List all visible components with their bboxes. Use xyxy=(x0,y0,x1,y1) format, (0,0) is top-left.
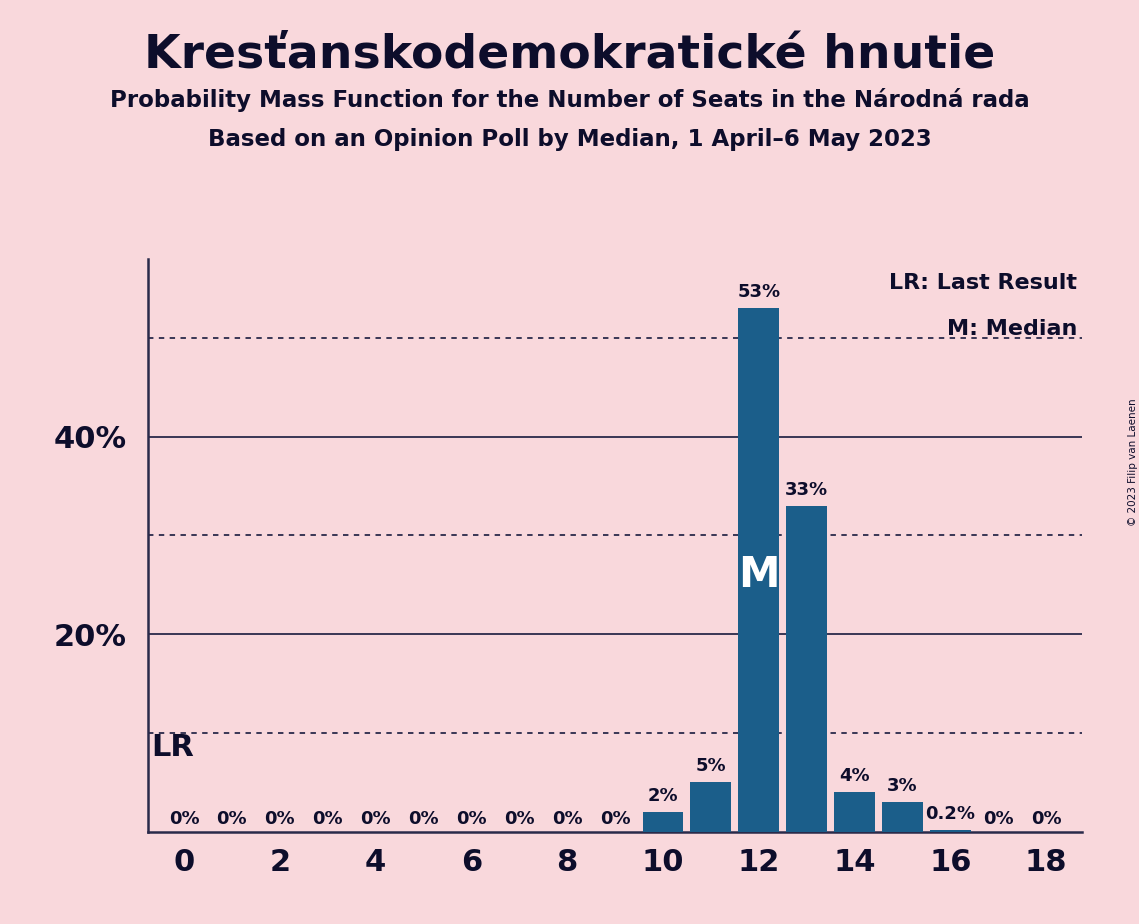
Text: Kresťanskodemokratické hnutie: Kresťanskodemokratické hnutie xyxy=(144,32,995,78)
Text: 2%: 2% xyxy=(648,787,678,805)
Text: 53%: 53% xyxy=(737,283,780,301)
Bar xyxy=(738,308,779,832)
Text: Based on an Opinion Poll by Median, 1 April–6 May 2023: Based on an Opinion Poll by Median, 1 Ap… xyxy=(207,128,932,151)
Bar xyxy=(642,812,683,832)
Text: 0%: 0% xyxy=(216,809,247,828)
Text: 0%: 0% xyxy=(408,809,439,828)
Text: 4%: 4% xyxy=(839,767,870,785)
Bar xyxy=(690,783,731,832)
Bar xyxy=(786,505,827,832)
Bar xyxy=(882,802,923,832)
Text: M: Median: M: Median xyxy=(947,319,1077,339)
Text: 3%: 3% xyxy=(887,777,918,795)
Bar xyxy=(834,792,875,832)
Text: 0%: 0% xyxy=(1031,809,1062,828)
Text: 0%: 0% xyxy=(983,809,1014,828)
Text: 0%: 0% xyxy=(552,809,582,828)
Text: 5%: 5% xyxy=(696,758,727,775)
Text: 33%: 33% xyxy=(785,480,828,499)
Text: 0%: 0% xyxy=(503,809,534,828)
Text: © 2023 Filip van Laenen: © 2023 Filip van Laenen xyxy=(1129,398,1138,526)
Text: M: M xyxy=(738,553,779,596)
Bar xyxy=(929,830,970,832)
Text: 0.2%: 0.2% xyxy=(925,805,975,822)
Text: 0%: 0% xyxy=(360,809,391,828)
Text: 0%: 0% xyxy=(312,809,343,828)
Text: LR: LR xyxy=(151,733,195,762)
Text: 0%: 0% xyxy=(456,809,486,828)
Text: LR: Last Result: LR: Last Result xyxy=(890,274,1077,293)
Text: 0%: 0% xyxy=(169,809,199,828)
Text: 0%: 0% xyxy=(264,809,295,828)
Text: 0%: 0% xyxy=(600,809,630,828)
Text: Probability Mass Function for the Number of Seats in the Národná rada: Probability Mass Function for the Number… xyxy=(109,88,1030,112)
